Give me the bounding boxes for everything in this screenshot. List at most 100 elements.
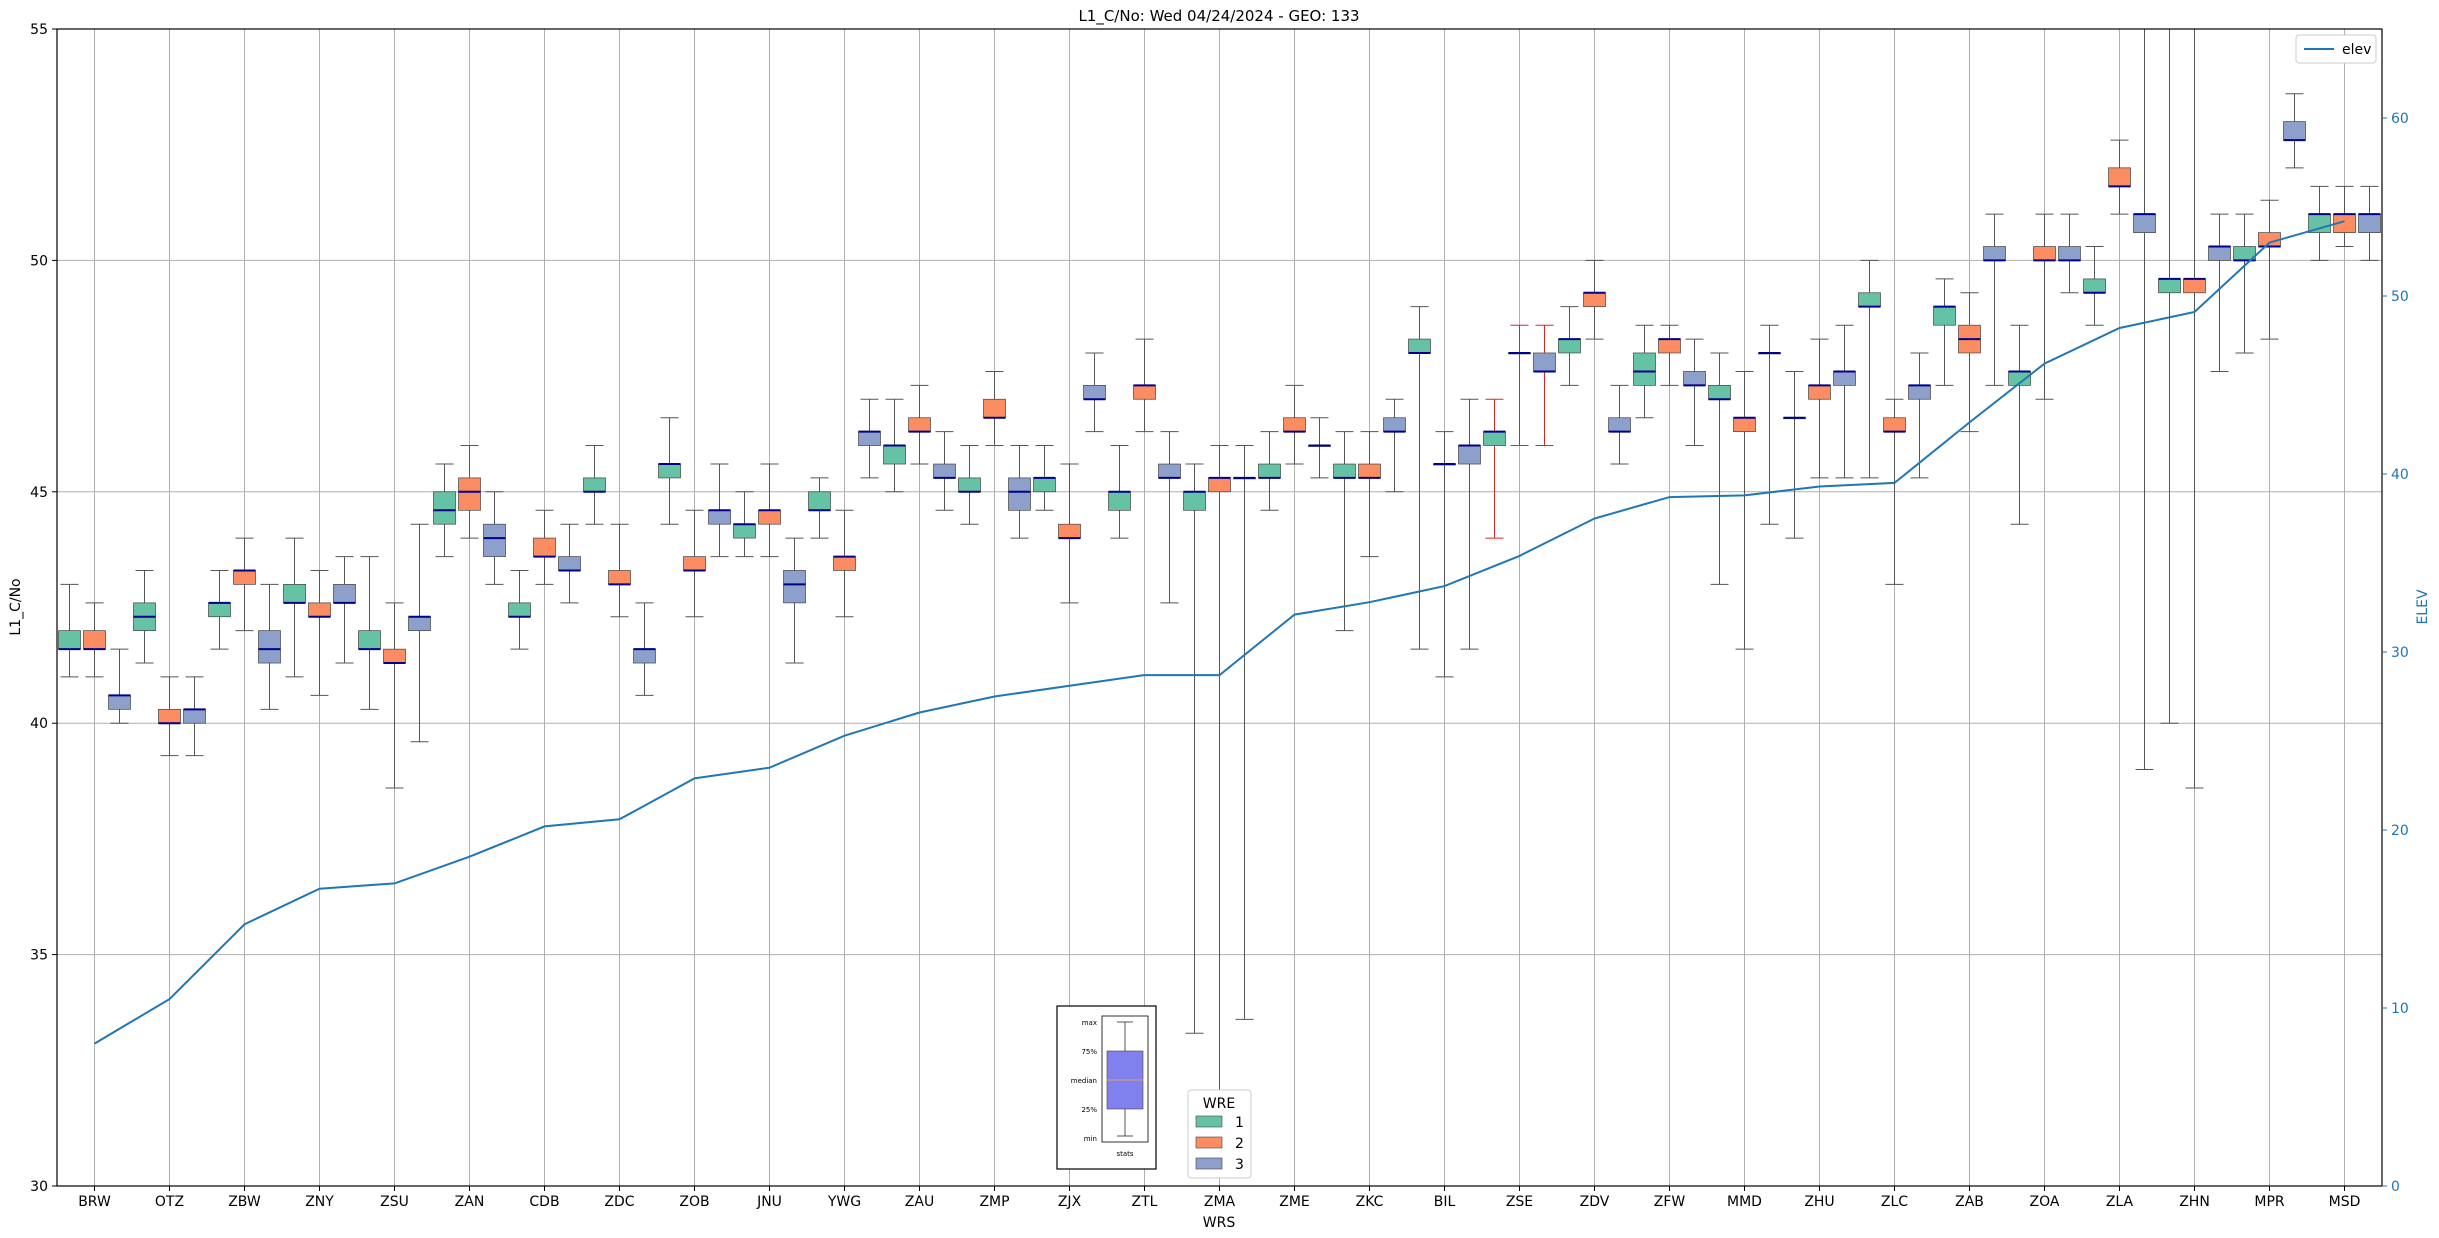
x-tick-label: ZAB	[1955, 1194, 1984, 1210]
y2-axis-label: ELEV	[2415, 589, 2431, 624]
box-iqr	[1933, 306, 1956, 326]
elev-legend-frame	[2295, 34, 2377, 64]
box-iqr	[283, 584, 306, 604]
box-iqr	[1108, 491, 1131, 511]
x-tick-label: ZNY	[305, 1194, 334, 1210]
box-iqr	[2108, 167, 2131, 187]
x-tick-label: ZMP	[979, 1194, 1009, 1210]
box-iqr	[1483, 431, 1506, 446]
x-tick-label: ZLC	[1881, 1194, 1908, 1210]
x-tick-label: ZOA	[2030, 1194, 2060, 1210]
box-iqr	[1683, 371, 1706, 386]
y2-tick-label: 40	[2391, 467, 2409, 483]
box-iqr	[1858, 292, 1881, 308]
box-iqr	[1033, 477, 1056, 493]
x-tick-label: BIL	[1434, 1194, 1456, 1210]
box-iqr	[858, 431, 881, 446]
box-iqr	[2133, 213, 2156, 233]
wre-legend-label-1: 1	[1235, 1115, 1244, 1131]
box-key-inset: max 75% median 25% min stats	[1056, 1005, 1157, 1170]
box-iqr	[358, 630, 381, 650]
box-iqr	[458, 477, 481, 511]
box-iqr	[1833, 371, 1856, 386]
y2-tick-label: 60	[2391, 111, 2409, 127]
x-tick-label: ZHU	[1804, 1194, 1834, 1210]
y-tick-label: 40	[30, 716, 48, 732]
elev-layer	[93, 220, 2345, 1045]
elev-line	[93, 220, 2345, 1045]
box-iqr	[958, 477, 981, 493]
box-iqr	[1258, 463, 1281, 479]
box-key-label-q3: 75%	[1081, 1048, 1097, 1056]
y2-tick-label: 0	[2391, 1179, 2400, 1195]
wre-legend-swatch-3	[1195, 1157, 1223, 1170]
box-iqr	[783, 570, 806, 604]
x-tick-label: ZSE	[1506, 1194, 1533, 1210]
box-iqr	[233, 570, 256, 585]
box-iqr	[1383, 417, 1406, 432]
box-iqr	[433, 491, 456, 525]
box-iqr	[1408, 338, 1431, 354]
box-iqr	[1633, 352, 1656, 386]
box-iqr	[1208, 477, 1231, 493]
box-iqr	[733, 523, 756, 539]
box-iqr	[608, 570, 631, 585]
x-tick-label: CDB	[529, 1194, 559, 1210]
x-axis-label: WRS	[1203, 1215, 1236, 1231]
wre-legend-swatch-2	[1195, 1136, 1223, 1149]
box-iqr	[383, 648, 406, 664]
box-iqr	[183, 708, 206, 724]
box-iqr	[2158, 278, 2181, 294]
y-tick-label: 30	[30, 1179, 48, 1195]
box-iqr	[1183, 491, 1206, 511]
box-iqr	[1983, 246, 2006, 261]
box-iqr	[508, 602, 531, 618]
y-tick-label: 55	[30, 22, 48, 38]
x-tick-label: ZAU	[905, 1194, 934, 1210]
box-key-label-q1: 25%	[1081, 1106, 1097, 1114]
box-iqr	[1458, 445, 1481, 465]
box-iqr	[1083, 385, 1106, 400]
box-iqr	[2358, 213, 2381, 233]
y2-tick-label: 20	[2391, 823, 2409, 839]
y2-tick-label: 10	[2391, 1001, 2409, 1017]
box-iqr	[2283, 121, 2306, 141]
wre-legend-frame	[1187, 1089, 1252, 1179]
x-tick-label: ZLA	[2106, 1194, 2134, 1210]
box-iqr	[908, 417, 931, 432]
box-iqr	[1133, 385, 1156, 400]
box-iqr	[808, 491, 831, 511]
box-iqr	[933, 463, 956, 479]
box-iqr	[1333, 463, 1356, 479]
box-iqr	[708, 509, 731, 525]
x-tick-label: ZOB	[679, 1194, 709, 1210]
x-tick-label: ZBW	[228, 1194, 261, 1210]
y-tick-label: 35	[30, 948, 48, 964]
x-tick-label: ZFW	[1654, 1194, 1686, 1210]
x-tick-label: ZJX	[1058, 1194, 1082, 1210]
y2-tick-label: 30	[2391, 645, 2409, 661]
x-tick-label: ZKC	[1356, 1194, 1384, 1210]
box-iqr	[658, 463, 681, 479]
box-iqr	[1533, 352, 1556, 372]
box-iqr	[308, 602, 331, 618]
box-iqr	[683, 556, 706, 571]
y-tick-label: 50	[30, 253, 48, 269]
box-iqr	[1658, 338, 1681, 354]
wre-legend-label-3: 3	[1235, 1157, 1244, 1173]
box-iqr	[58, 630, 81, 650]
box-iqr	[1158, 463, 1181, 479]
box-iqr	[558, 556, 581, 571]
box-iqr	[533, 537, 556, 557]
box-iqr	[208, 602, 231, 618]
x-tick-label: MMD	[1727, 1194, 1762, 1210]
box-iqr	[1058, 523, 1081, 539]
box-iqr	[1608, 417, 1631, 432]
x-tick-label: YWG	[827, 1194, 861, 1210]
box-iqr	[1733, 417, 1756, 432]
box-iqr	[1583, 292, 1606, 308]
chart-title: L1_C/No: Wed 04/24/2024 - GEO: 133	[1078, 7, 1359, 26]
box-iqr	[2208, 246, 2231, 261]
x-tick-label: MPR	[2254, 1194, 2285, 1210]
axis-layer: BRW OTZ ZBW ZNY ZSU ZAN CDB ZDC ZOB JNU YWG ZAU ZMP Z…	[30, 22, 2409, 1210]
